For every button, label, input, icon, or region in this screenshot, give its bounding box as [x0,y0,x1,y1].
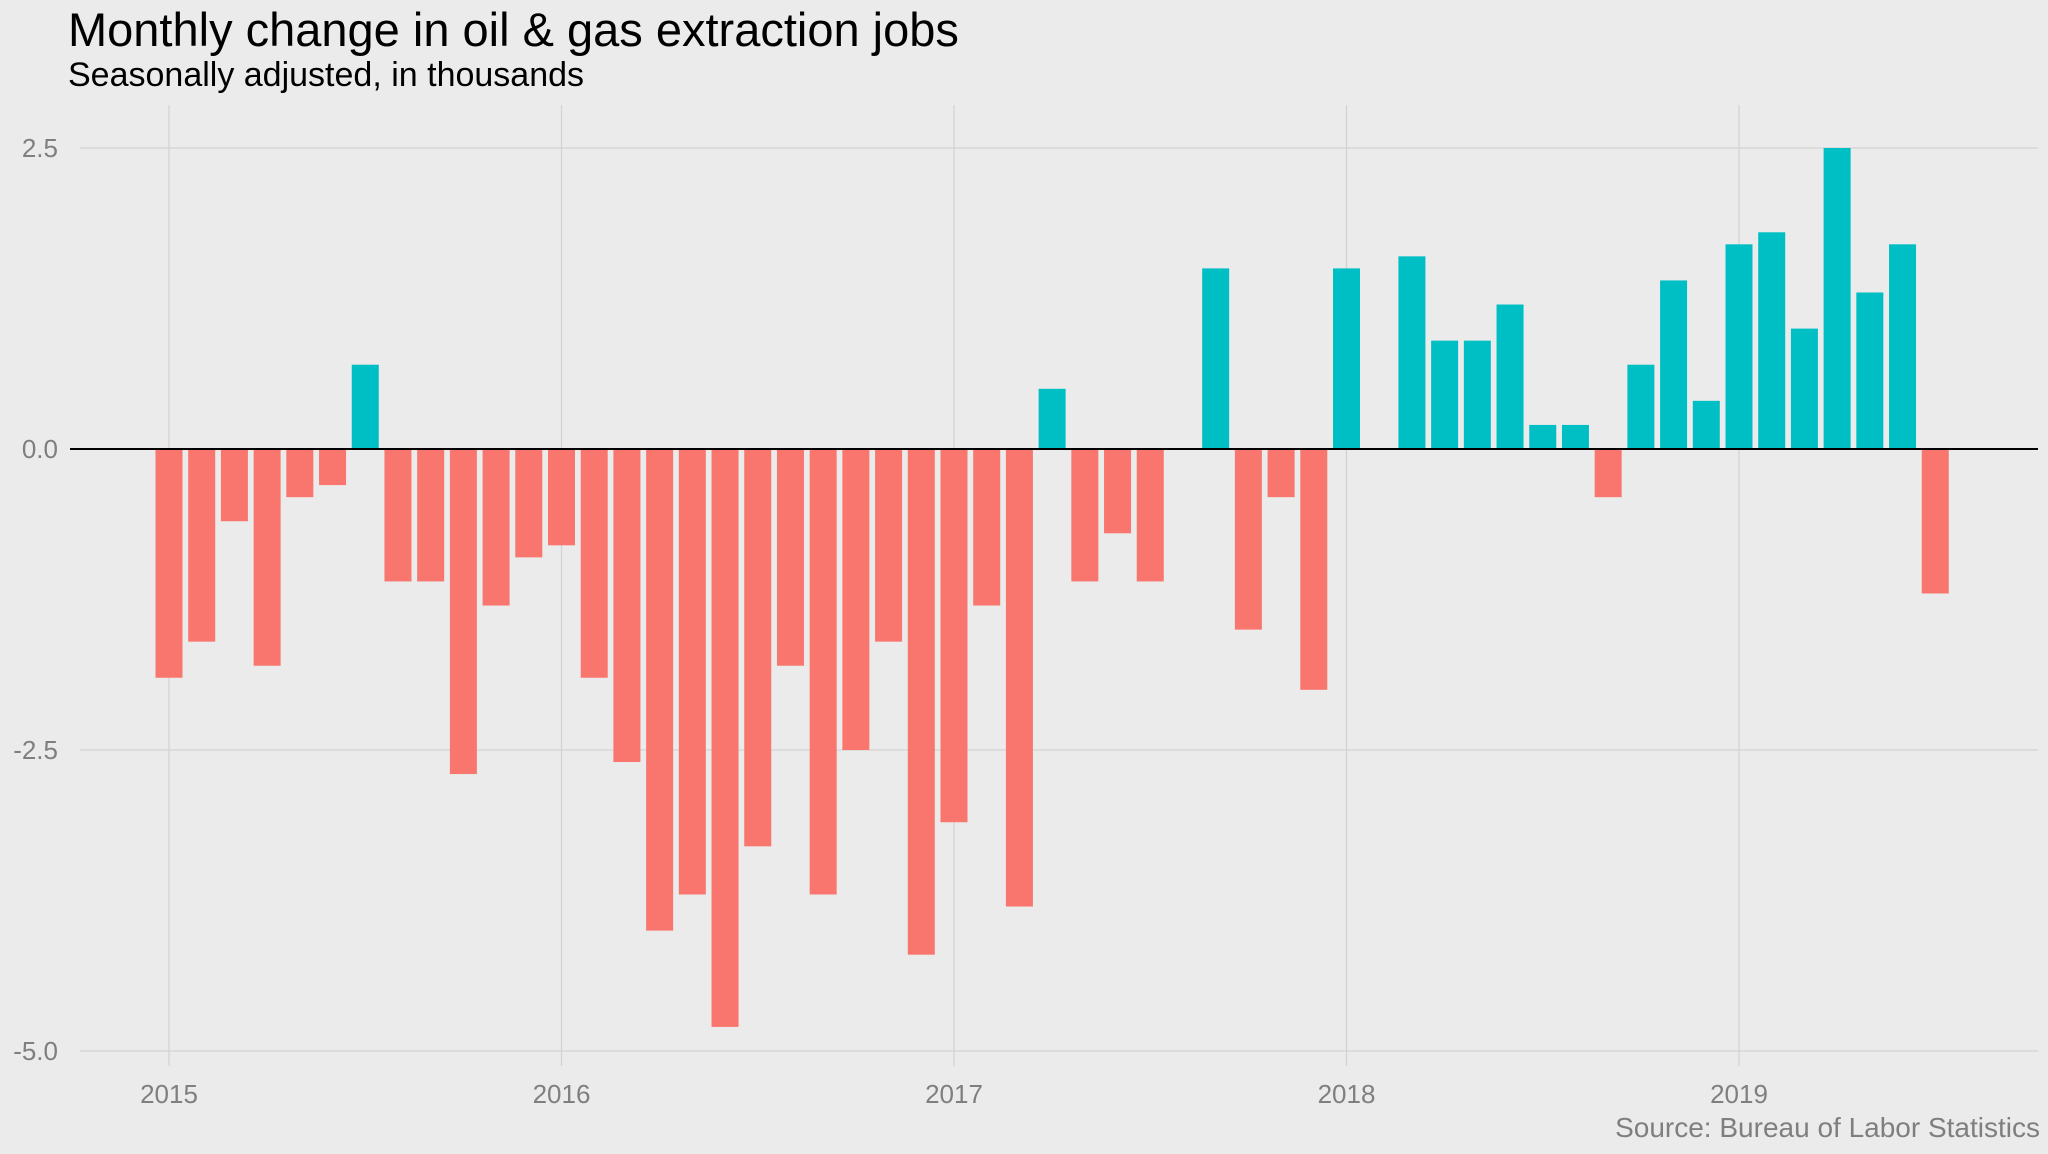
y-tick-label: -2.5 [13,735,58,765]
bar [1921,449,1949,594]
bar [744,449,772,847]
x-axis-ticks: 2015 2016 2017 2018 2019 [140,1079,1768,1109]
bar [1692,400,1720,449]
bar [155,449,183,678]
bar [1071,449,1099,582]
bar [1758,232,1786,449]
bar [580,449,608,678]
bar [1561,424,1589,449]
y-axis-ticks: 2.5 0.0 -2.5 -5.0 [13,133,58,1066]
bar [188,449,216,642]
bar [1529,424,1557,449]
bar [220,449,248,522]
bar [776,449,804,666]
bar [1333,268,1360,449]
bar [417,449,445,582]
bar [613,449,641,763]
bar [1104,449,1132,534]
bar [1267,449,1295,498]
bar [1889,244,1917,449]
bar [1202,268,1230,449]
bar [1136,449,1164,582]
bar [1398,256,1426,449]
bars [155,148,1949,1027]
bar [1005,449,1033,907]
bar [711,449,739,1027]
bar [1856,292,1884,449]
bar [1038,388,1066,449]
bar [678,449,706,895]
bar [973,449,1001,606]
bar [1234,449,1262,630]
chart-title: Monthly change in oil & gas extraction j… [68,3,959,56]
bar [875,449,903,642]
bar [482,449,510,606]
chart-subtitle: Seasonally adjusted, in thousands [68,56,585,94]
bar [646,449,674,931]
bar [1496,304,1524,449]
y-tick-label: -5.0 [13,1036,58,1066]
bar [1790,328,1818,449]
bar [809,449,837,895]
bar [1823,148,1851,449]
bar [548,449,575,546]
bar [940,449,968,823]
bar [1594,449,1622,498]
bar [1660,280,1688,449]
x-tick-label: 2018 [1318,1079,1376,1109]
bar [1725,244,1753,449]
bar [1300,449,1328,690]
bar [286,449,314,498]
bar [1431,340,1459,449]
y-tick-label: 0.0 [22,434,58,464]
bar [351,364,379,449]
bar [842,449,870,750]
bar [907,449,935,955]
bar [319,449,347,486]
x-tick-label: 2017 [925,1079,983,1109]
bar [384,449,412,582]
bar [1463,340,1491,449]
bar [449,449,477,775]
bar [253,449,281,666]
bar [1627,364,1655,449]
x-tick-label: 2016 [533,1079,591,1109]
y-tick-label: 2.5 [22,133,58,163]
x-tick-label: 2015 [140,1079,198,1109]
source-caption: Source: Bureau of Labor Statistics [1615,1112,2040,1143]
x-tick-label: 2019 [1710,1079,1768,1109]
bar [515,449,543,558]
